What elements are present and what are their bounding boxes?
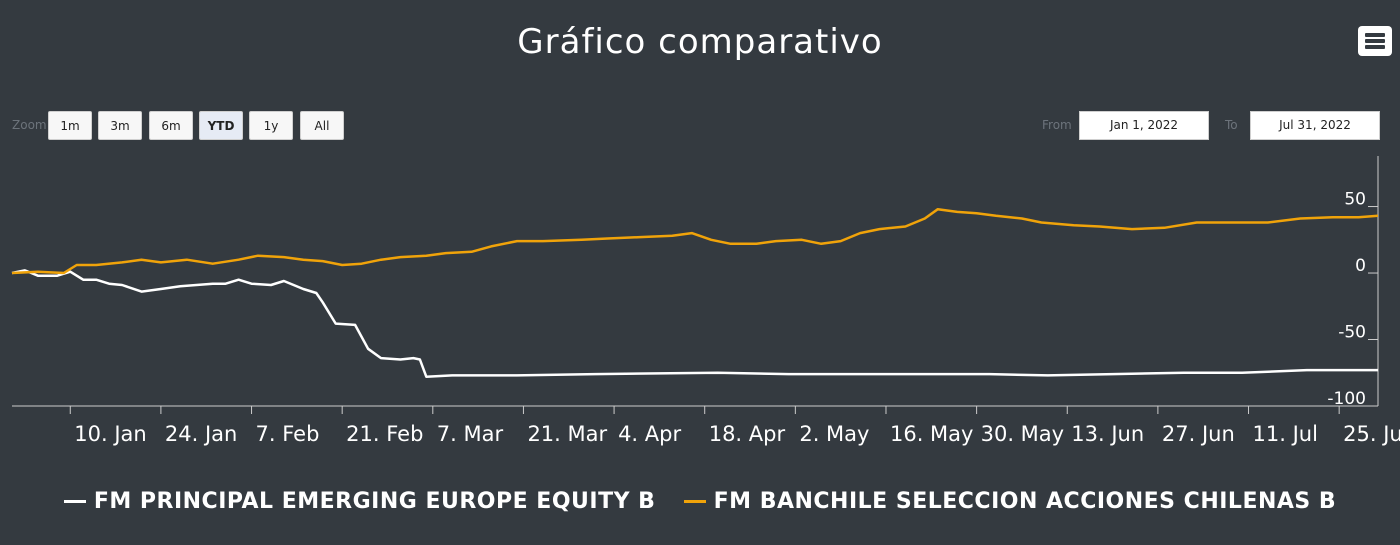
x-tick-label: 16. May (890, 422, 974, 446)
x-tick-label: 10. Jan (74, 422, 146, 446)
x-tick-label: 27. Jun (1162, 422, 1235, 446)
zoom-3m-button[interactable]: 3m (98, 111, 142, 140)
zoom-6m-button[interactable]: 6m (149, 111, 193, 140)
series-line-0 (11, 269, 1378, 378)
y-tick-label: -50 (1338, 323, 1366, 343)
y-tick-label: 0 (1355, 256, 1366, 276)
x-tick-label: 18. Apr (709, 422, 786, 446)
zoom-ytd-button[interactable]: YTD (199, 111, 243, 140)
from-label: From (1042, 118, 1072, 132)
y-tick-label: -100 (1327, 389, 1366, 409)
x-tick-label: 7. Feb (256, 422, 320, 446)
hamburger-menu-icon[interactable] (1358, 26, 1392, 56)
x-tick-label: 30. May (981, 422, 1065, 446)
legend: FM PRINCIPAL EMERGING EUROPE EQUITY B FM… (0, 484, 1400, 514)
to-label: To (1225, 118, 1238, 132)
zoom-1y-button[interactable]: 1y (249, 111, 293, 140)
legend-item-banchile[interactable]: FM BANCHILE SELECCION ACCIONES CHILENAS … (683, 489, 1337, 514)
zoom-label: Zoom (12, 118, 47, 132)
series-line-1 (11, 207, 1379, 275)
y-tick-label: 50 (1344, 190, 1366, 210)
zoom-all-button[interactable]: All (300, 111, 344, 140)
legend-label-banchile: FM BANCHILE SELECCION ACCIONES CHILENAS … (713, 489, 1337, 514)
x-tick-label: 13. Jun (1071, 422, 1144, 446)
legend-swatch-orange (683, 500, 706, 503)
x-tick-label: 25. Jul (1343, 422, 1400, 446)
x-tick-label: 4. Apr (618, 422, 681, 446)
to-date-input[interactable]: Jul 31, 2022 (1250, 111, 1380, 140)
zoom-1m-button[interactable]: 1m (48, 111, 92, 140)
from-date-input[interactable]: Jan 1, 2022 (1079, 111, 1209, 140)
x-tick-label: 24. Jan (165, 422, 237, 446)
x-tick-label: 21. Mar (527, 422, 607, 446)
legend-swatch-white (63, 500, 86, 503)
x-tick-label: 11. Jul (1253, 422, 1318, 446)
legend-label-principal: FM PRINCIPAL EMERGING EUROPE EQUITY B (93, 489, 656, 514)
x-tick-label: 21. Feb (346, 422, 423, 446)
x-tick-label: 2. May (799, 422, 869, 446)
legend-item-principal[interactable]: FM PRINCIPAL EMERGING EUROPE EQUITY B (63, 489, 656, 514)
chart-title: Gráfico comparativo (517, 22, 883, 62)
x-tick-label: 7. Mar (437, 422, 504, 446)
